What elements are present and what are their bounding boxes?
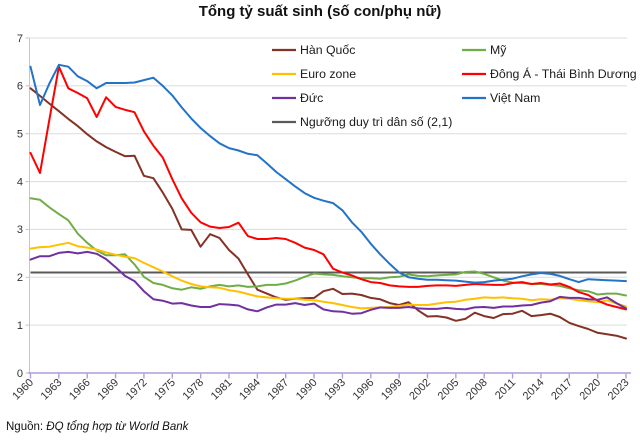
x-tick-label-1978: 1978: [180, 377, 206, 403]
x-tick-label-2002: 2002: [407, 377, 433, 403]
chart-canvas: 0 1 2 3 4 5 6 7 1960 1963 1966 1969 1972 1975 1978 1981…: [10, 33, 637, 403]
line-han-quoc: [29, 87, 627, 340]
line-viet-nam: [29, 63, 627, 284]
x-tick-label-2005: 2005: [436, 377, 462, 403]
x-tick-label-2023: 2023: [606, 377, 632, 403]
legend-label-viet-nam: Việt Nam: [490, 91, 540, 105]
x-tick-label-1999: 1999: [379, 377, 405, 403]
legend-label-dong-a-thai-binh-duong: Đông Á - Thái Bình Dương: [490, 66, 637, 81]
x-tick-label-2014: 2014: [521, 377, 547, 403]
legend-label-euro-zone: Euro zone: [300, 67, 356, 81]
x-tick-label-1960: 1960: [10, 377, 36, 403]
x-tick-label-2020: 2020: [577, 377, 603, 403]
y-tick-label-2: 2: [17, 272, 23, 284]
legend-label-han-quoc: Hàn Quốc: [300, 43, 355, 57]
x-tick-label-2011: 2011: [493, 377, 518, 402]
y-tick-label-1: 1: [17, 320, 23, 332]
line-dong-a-thai-binh-duong: [29, 65, 627, 311]
legend-label-nguong-duy-tri-dan-so: Ngưỡng duy trì dân số (2,1): [300, 115, 452, 129]
y-tick-label-0: 0: [17, 368, 23, 380]
line-duc: [29, 250, 627, 315]
y-tick-label-6: 6: [17, 81, 23, 93]
x-tick-label-1993: 1993: [322, 377, 348, 403]
legend-label-my: Mỹ: [490, 43, 507, 57]
y-tick-label-7: 7: [17, 33, 23, 45]
x-tick-label-1966: 1966: [67, 377, 93, 403]
x-tick-label-2008: 2008: [464, 377, 490, 403]
y-tick-label-3: 3: [17, 224, 23, 236]
x-tick-label-1969: 1969: [95, 377, 121, 403]
y-tick-label-5: 5: [17, 129, 23, 141]
x-tick-label-1987: 1987: [266, 377, 292, 403]
x-tick-label-1981: 1981: [209, 377, 235, 403]
x-tick-label-1996: 1996: [351, 377, 377, 403]
source-note: Nguồn: ĐQ tổng hợp từ World Bank: [6, 421, 188, 433]
y-tick-label-4: 4: [17, 176, 23, 188]
x-tick-label-1975: 1975: [152, 377, 178, 403]
x-tick-label-2017: 2017: [549, 377, 575, 403]
x-tick-label-1963: 1963: [39, 377, 65, 403]
x-tick-label-1990: 1990: [294, 377, 320, 403]
line-euro-zone: [29, 241, 627, 310]
chart-title: Tổng tỷ suất sinh (số con/phụ nữ): [198, 3, 442, 20]
line-my: [29, 197, 627, 297]
x-tick-label-1972: 1972: [124, 377, 150, 403]
source-prefix: Nguồn:: [6, 421, 47, 433]
x-tick-label-1984: 1984: [237, 377, 263, 403]
legend-label-duc: Đức: [300, 91, 323, 105]
source-text: ĐQ tổng hợp từ World Bank: [46, 421, 189, 433]
